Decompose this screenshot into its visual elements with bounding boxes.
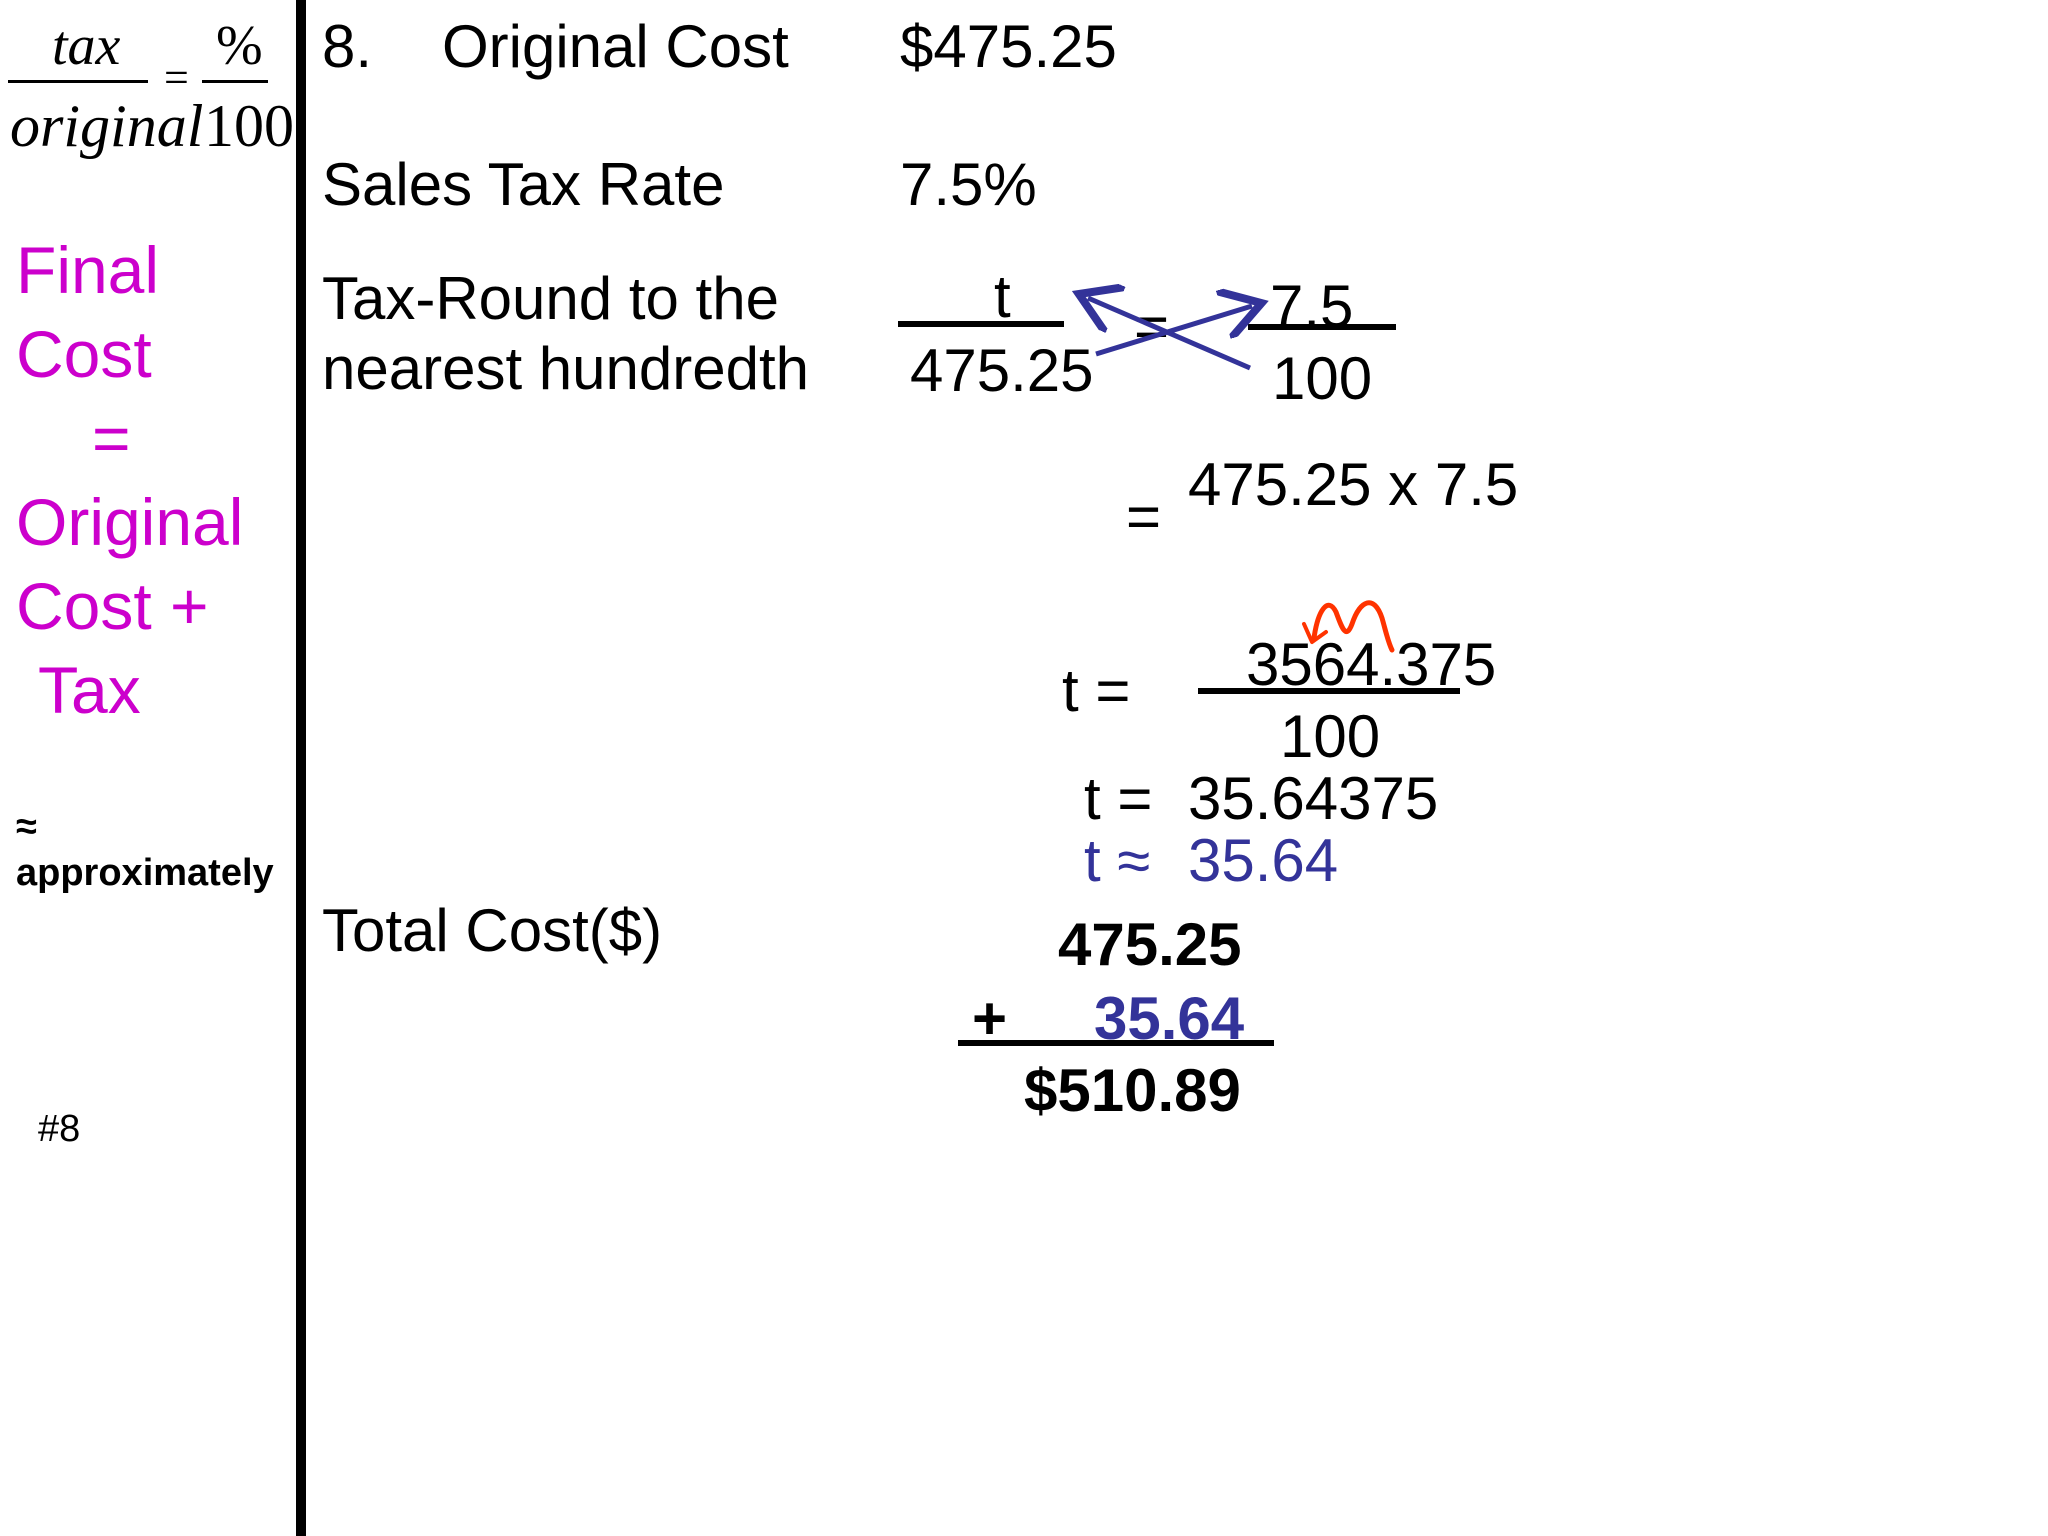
final-cost-line-5: Cost +	[16, 569, 209, 643]
tax-round-label-line1: Tax-Round to the	[322, 265, 779, 332]
final-cost-line-2: Cost	[16, 317, 152, 391]
t-exact-value: 35.64375	[1188, 765, 1439, 832]
slide-number: #8	[38, 1108, 81, 1150]
tax-rate-value: 7.5%	[900, 151, 1037, 218]
formula-left-bar	[8, 80, 148, 83]
formula-original: original	[10, 93, 204, 159]
formula-100: 100	[204, 93, 294, 159]
t-fraction-den: 100	[1280, 703, 1381, 770]
formula-right-bar	[202, 80, 268, 83]
final-cost-line-3: =	[92, 401, 131, 475]
approx-word: approximately	[16, 852, 274, 894]
t-approx-label: t ≈	[1084, 827, 1151, 894]
t-exact-label: t =	[1084, 765, 1153, 832]
proportion-left-bar	[898, 321, 1064, 327]
formula-equals: =	[164, 53, 189, 102]
approx-symbol: ≈	[16, 806, 37, 848]
vertical-divider	[296, 0, 306, 1536]
cross-multiply-equals: =	[1126, 483, 1162, 550]
tax-rate-label: Sales Tax Rate	[322, 151, 725, 218]
formula-tax: tax	[52, 15, 121, 77]
problem-number: 8.	[322, 13, 373, 80]
t-approx-value: 35.64	[1188, 827, 1339, 894]
sum-addend-1: 475.25	[1058, 911, 1242, 978]
original-cost-value: $475.25	[900, 13, 1117, 80]
t-fraction-num: 3564.375	[1246, 631, 1497, 698]
final-cost-line-1: Final	[16, 233, 160, 307]
proportion-left-den: 475.25	[910, 337, 1094, 404]
decimal-shift-scribble	[1311, 600, 1395, 653]
sum-bar	[958, 1040, 1274, 1046]
formula-percent: %	[216, 15, 263, 77]
cross-arrow-up-right	[1095, 306, 1252, 357]
tax-round-label-line2: nearest hundredth	[322, 335, 810, 402]
proportion-right-den: 100	[1272, 345, 1373, 412]
t-fraction-bar	[1198, 688, 1460, 694]
cross-multiply-expr: 475.25 x 7.5	[1188, 451, 1519, 518]
decimal-shift-arrowhead	[1302, 622, 1328, 644]
original-cost-label: Original Cost	[442, 13, 789, 80]
proportion-left-num: t	[994, 263, 1011, 330]
sum-total: $510.89	[1024, 1057, 1241, 1124]
final-cost-line-6: Tax	[38, 653, 141, 727]
t-fraction-label: t =	[1062, 657, 1131, 724]
total-cost-label: Total Cost($)	[322, 897, 663, 964]
proportion-right-bar	[1248, 324, 1396, 330]
final-cost-line-4: Original	[16, 485, 244, 559]
